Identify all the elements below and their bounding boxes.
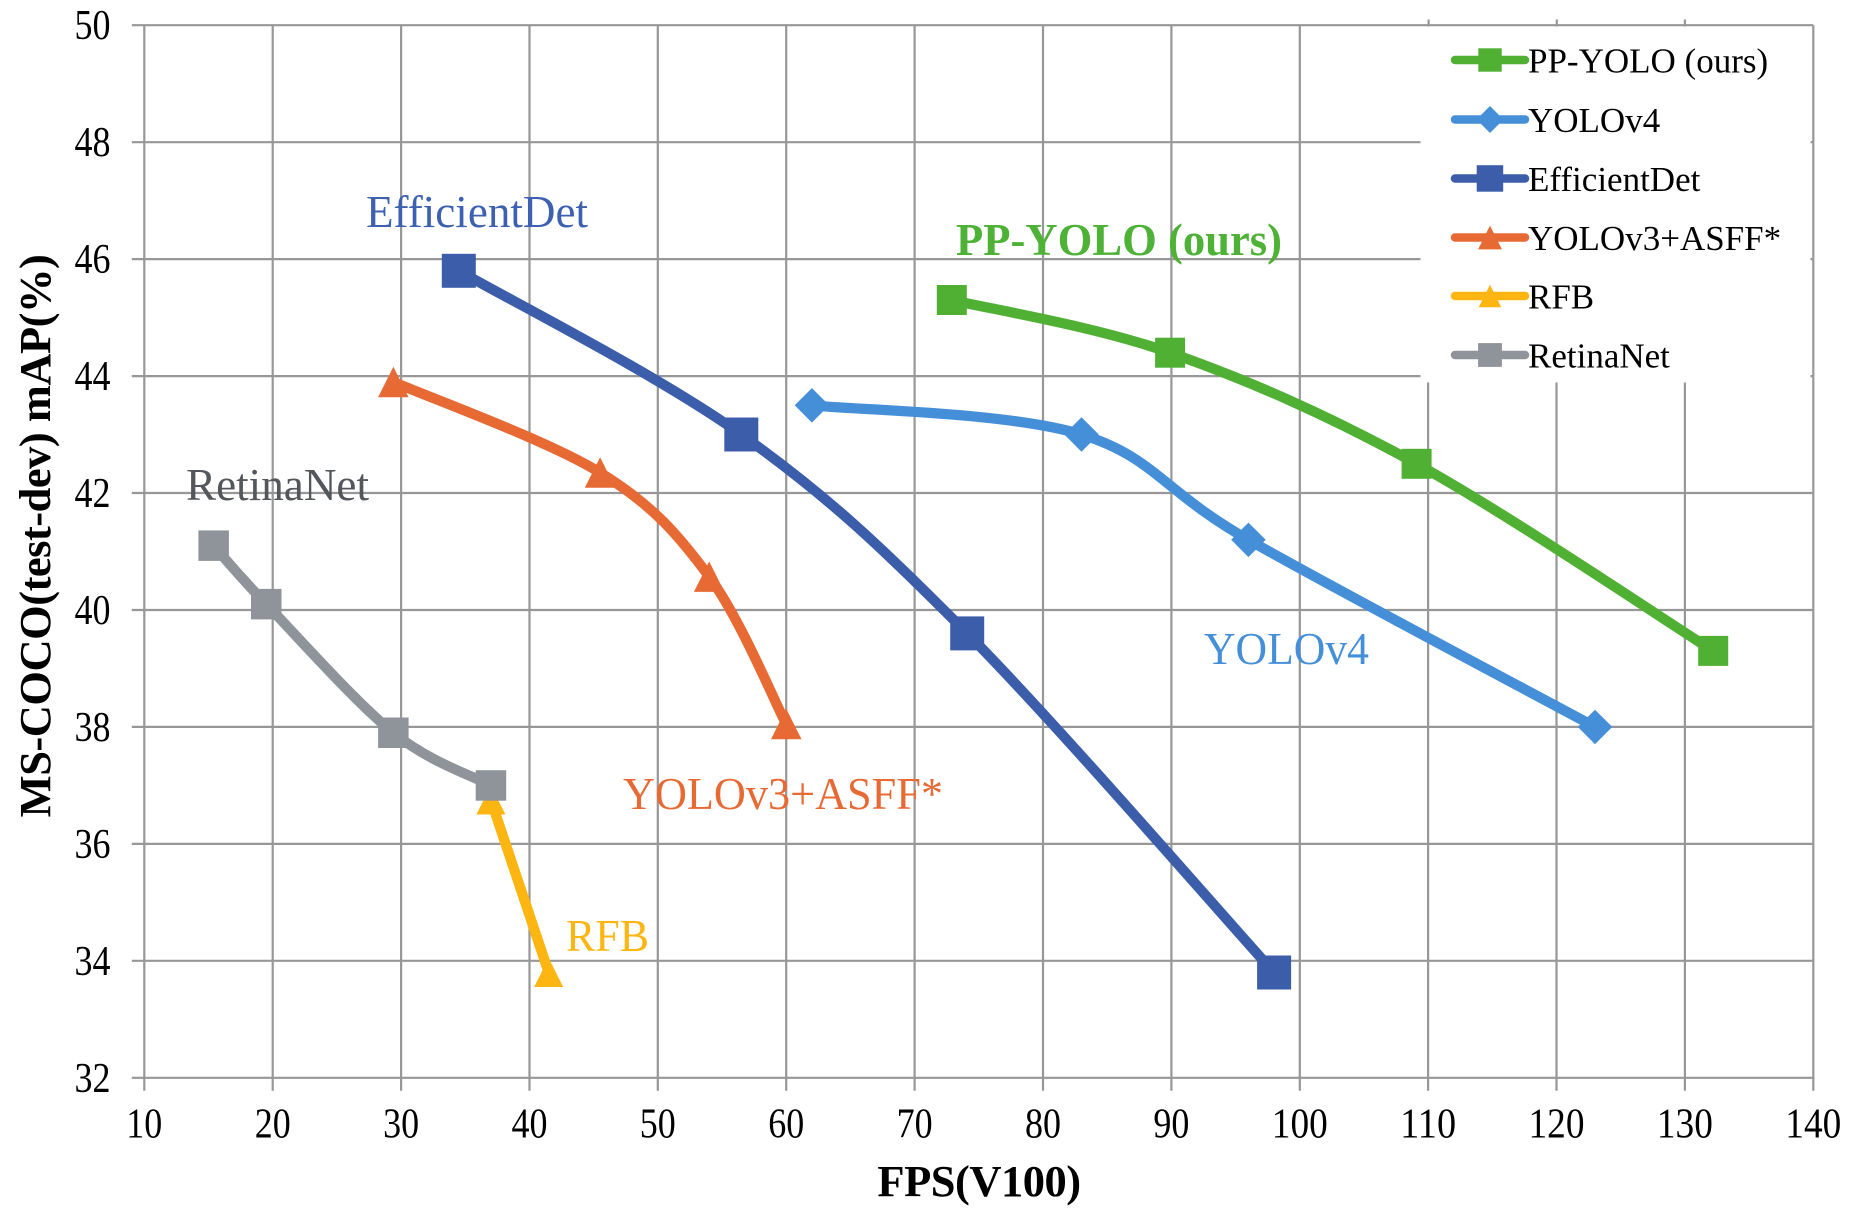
svg-text:50: 50 [640,1102,676,1148]
svg-text:RetinaNet: RetinaNet [1528,336,1670,375]
svg-text:RetinaNet: RetinaNet [186,459,369,510]
svg-text:140: 140 [1785,1102,1841,1148]
svg-text:46: 46 [75,237,111,283]
svg-text:44: 44 [75,354,111,400]
svg-text:48: 48 [75,120,111,166]
svg-text:YOLOv4: YOLOv4 [1204,623,1369,674]
svg-text:30: 30 [383,1102,419,1148]
svg-text:MS-COCO(test-dev) mAP(%): MS-COCO(test-dev) mAP(%) [10,255,60,818]
svg-text:42: 42 [75,471,111,517]
svg-text:FPS(V100): FPS(V100) [877,1156,1080,1206]
svg-text:34: 34 [75,939,111,985]
svg-text:RFB: RFB [566,910,649,961]
svg-text:PP-YOLO (ours): PP-YOLO (ours) [956,215,1282,265]
svg-text:38: 38 [75,705,111,751]
svg-text:YOLOv3+ASFF*: YOLOv3+ASFF* [1528,219,1781,258]
svg-text:70: 70 [897,1102,933,1148]
svg-text:PP-YOLO (ours): PP-YOLO (ours) [1528,41,1768,80]
svg-text:60: 60 [768,1102,804,1148]
svg-text:40: 40 [75,588,111,634]
svg-text:80: 80 [1025,1102,1061,1148]
svg-text:YOLOv4: YOLOv4 [1528,101,1660,140]
svg-text:50: 50 [75,3,111,49]
svg-text:36: 36 [75,822,111,868]
svg-text:32: 32 [75,1056,111,1102]
svg-text:90: 90 [1153,1102,1189,1148]
svg-text:20: 20 [255,1102,291,1148]
svg-text:100: 100 [1272,1102,1328,1148]
svg-text:120: 120 [1529,1102,1585,1148]
svg-text:110: 110 [1400,1102,1456,1148]
svg-text:EfficientDet: EfficientDet [1528,160,1701,199]
svg-text:YOLOv3+ASFF*: YOLOv3+ASFF* [623,768,943,819]
svg-text:EfficientDet: EfficientDet [366,186,588,237]
svg-text:10: 10 [126,1102,162,1148]
svg-text:40: 40 [512,1102,548,1148]
svg-text:130: 130 [1657,1102,1713,1148]
svg-text:RFB: RFB [1528,277,1594,316]
